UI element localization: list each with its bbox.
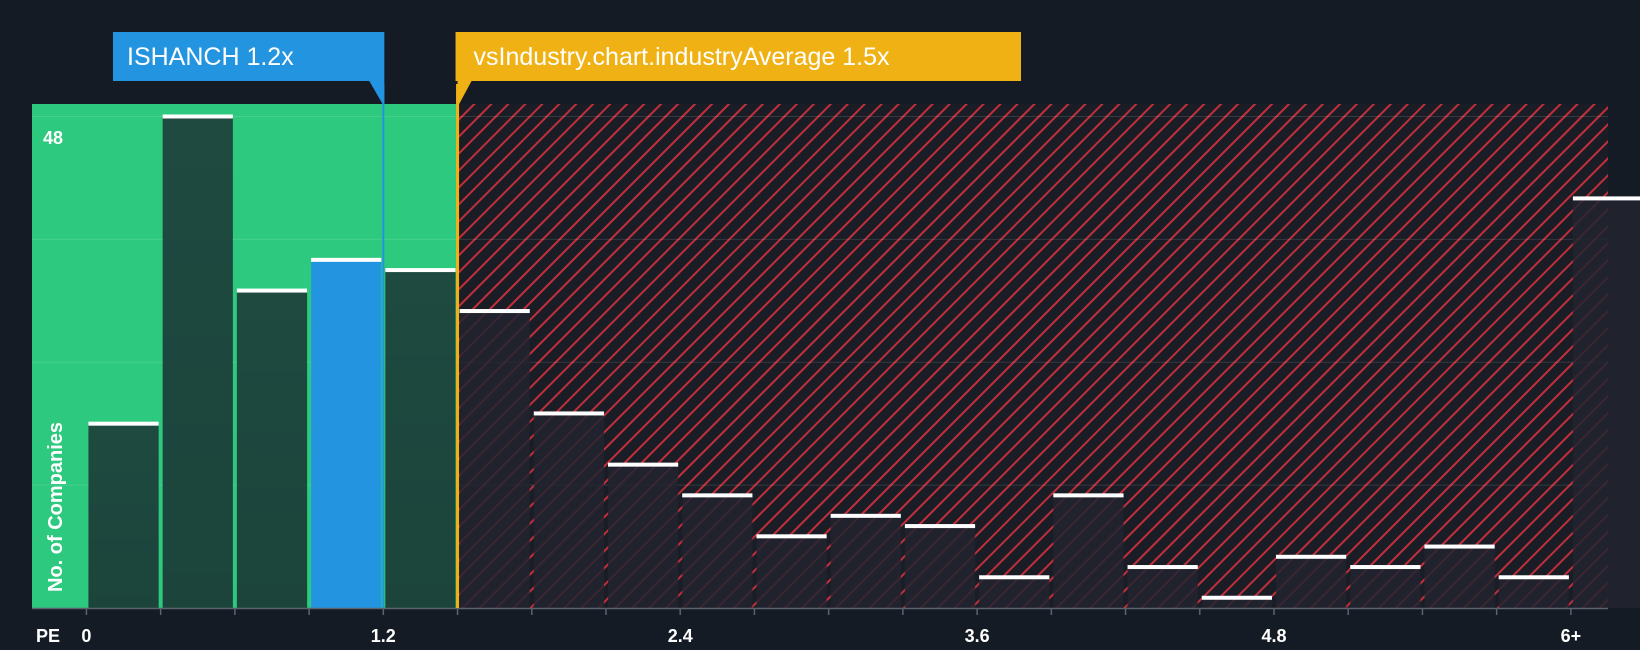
- x-tick-label: 3.6: [965, 626, 990, 646]
- bar-cap: [756, 534, 827, 539]
- x-axis-label: PE: [36, 626, 60, 646]
- bar-cap: [1201, 595, 1272, 600]
- bar-cap: [533, 411, 604, 416]
- industry-average-marker: vsIndustry.chart.industryAverage 1.5x: [455, 32, 1021, 608]
- bar-cap: [311, 257, 382, 262]
- bar-cap: [1053, 493, 1124, 498]
- company-pe-label: ISHANCH 1.2x: [127, 43, 294, 71]
- bar-shade: [162, 116, 233, 608]
- bar-body: [682, 495, 753, 608]
- bar-shade: [236, 290, 308, 608]
- bar-cap: [1350, 565, 1421, 570]
- bar-body: [607, 464, 679, 608]
- bar-body: [533, 413, 604, 608]
- bar: [1350, 565, 1421, 608]
- bar-body: [979, 577, 1050, 608]
- bar-cap: [88, 421, 159, 426]
- x-tick-label: 0: [81, 626, 91, 646]
- bar-cap: [1498, 575, 1569, 580]
- bar-shade: [88, 423, 159, 608]
- x-tick-label: 6+: [1561, 626, 1582, 646]
- bar-cap: [236, 288, 308, 293]
- y-axis-label: No. of Companies: [45, 422, 67, 592]
- company-pe-callout: [113, 32, 385, 107]
- bar-cap: [607, 462, 679, 467]
- x-tick-label: 4.8: [1261, 626, 1286, 646]
- bar: [682, 493, 753, 608]
- industry-average-callout: [455, 32, 1021, 107]
- bar-cap: [1572, 196, 1640, 201]
- bar-cap: [830, 513, 901, 518]
- bar-body: [1350, 567, 1421, 608]
- bar-cap: [162, 114, 233, 119]
- bar: [1275, 554, 1347, 608]
- bar-body: [1201, 597, 1272, 608]
- bar: [533, 411, 604, 608]
- bar: [236, 288, 308, 608]
- x-axis-ticks: 0 1.2 2.4 3.6 4.8 6+: [81, 608, 1581, 646]
- bar-body: [1053, 495, 1124, 608]
- bar-cap: [1127, 565, 1198, 570]
- bar-body: [311, 259, 382, 608]
- bar: [979, 575, 1050, 608]
- bar: [311, 257, 382, 608]
- bar-body: [904, 526, 976, 608]
- bar: [1572, 196, 1640, 608]
- bar: [459, 309, 530, 608]
- bar-cap: [385, 268, 456, 273]
- bar-body: [1498, 577, 1569, 608]
- bar-body: [830, 515, 901, 608]
- bar: [1201, 595, 1272, 608]
- bar-body: [1127, 567, 1198, 608]
- bar-cap: [1275, 554, 1347, 559]
- bar: [756, 534, 827, 608]
- bar-cap: [682, 493, 753, 498]
- bar-body: [1275, 556, 1347, 608]
- bar: [904, 524, 976, 608]
- bar-cap: [904, 524, 976, 529]
- bar-body: [459, 311, 530, 608]
- bar-body: [1572, 198, 1640, 608]
- bar-cap: [979, 575, 1050, 580]
- bars: [88, 114, 1640, 608]
- bar-cap: [459, 309, 530, 314]
- company-marker: ISHANCH 1.2x: [113, 32, 385, 608]
- bar-body: [1424, 546, 1495, 608]
- bar: [385, 268, 456, 608]
- bar: [1424, 544, 1495, 608]
- x-tick-label: 1.2: [371, 626, 396, 646]
- x-tick-label: 2.4: [668, 626, 693, 646]
- y-tick-label: 48: [43, 128, 63, 148]
- bar: [1127, 565, 1198, 608]
- bar-shade: [385, 270, 456, 608]
- bar: [830, 513, 901, 608]
- bar: [607, 462, 679, 608]
- bar: [88, 421, 159, 608]
- bar-cap: [1424, 544, 1495, 549]
- bar-body: [756, 536, 827, 608]
- bar: [162, 114, 233, 608]
- industry-average-label: vsIndustry.chart.industryAverage 1.5x: [474, 43, 890, 71]
- bar: [1498, 575, 1569, 608]
- bar: [1053, 493, 1124, 608]
